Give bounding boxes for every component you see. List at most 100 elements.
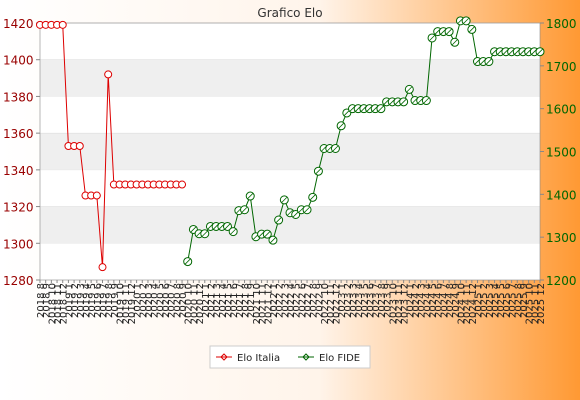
- x-tick-label: 2018 9: [42, 283, 53, 318]
- x-tick-label: 2020 8: [172, 283, 183, 318]
- x-tick-label: 2019 7: [99, 283, 110, 318]
- x-tick-label: 2021 12: [263, 283, 274, 324]
- x-tick-label: 2020 4: [150, 283, 161, 318]
- legend-box: [209, 345, 371, 369]
- x-tick-label: 2022 10: [320, 283, 331, 324]
- y-right-tick-label: 1700: [546, 60, 577, 74]
- point-elo-fide-mark: [378, 105, 384, 112]
- x-tick-label: 2025 10: [525, 283, 536, 324]
- point-elo-fide-mark: [281, 197, 288, 203]
- x-tick-label: 2020 9: [178, 283, 189, 318]
- x-tick-label: 2022 5: [292, 283, 303, 318]
- x-tick-label: 2019 6: [93, 283, 104, 318]
- point-elo-fide-mark: [315, 168, 322, 174]
- x-tick-label: 2024 3: [417, 283, 428, 318]
- point-elo-fide-mark: [344, 110, 350, 116]
- point-elo-fide-mark: [486, 58, 492, 65]
- x-tick-label: 2018 11: [53, 283, 64, 324]
- x-tick-label: 2023 1: [337, 283, 348, 318]
- point-elo-fide-mark: [292, 211, 299, 218]
- x-tick-label: 2018 10: [47, 283, 58, 324]
- point-elo-fide-mark: [537, 48, 543, 55]
- point-elo-fide-mark: [201, 230, 208, 237]
- point-elo-fide-mark: [184, 258, 191, 265]
- x-tick-label: 2019 4: [81, 283, 92, 318]
- legend-fide-label: Elo FIDE: [319, 353, 360, 364]
- y-left-tick-label: 1400: [3, 54, 34, 68]
- x-tick-label: 2021 1: [201, 283, 212, 318]
- x-tick-label: 2021 6: [229, 283, 240, 318]
- point-elo-italia: [58, 20, 67, 29]
- y-right-tick-label: 1600: [546, 103, 577, 117]
- x-tick-label: 2025 4: [491, 283, 502, 318]
- point-elo-italia: [98, 263, 107, 272]
- x-tick-label: 2019 1: [64, 283, 75, 318]
- point-elo-italia: [104, 70, 113, 79]
- x-tick-label: 2021 9: [246, 283, 257, 318]
- x-tick-label: 2023 8: [377, 283, 388, 318]
- x-tick-label: 2020 10: [184, 283, 195, 324]
- x-tick-label: 2018 8: [36, 283, 47, 318]
- x-tick-label: 2020 5: [155, 283, 166, 318]
- plot-area: 1280 1300 1320 1340 1360 1380 1400 1420 1200 1300…: [3, 16, 577, 288]
- y-right-tick-label: 1800: [546, 17, 577, 31]
- x-tick-label: 2018 12: [59, 283, 70, 324]
- x-tick-label: 2022 7: [303, 283, 314, 318]
- x-tick-label: 2024 2: [411, 283, 422, 318]
- x-tick-label: 2021 7: [235, 283, 246, 318]
- point-elo-fide-mark: [463, 18, 469, 24]
- y-left-tick-label: 1340: [3, 164, 34, 178]
- x-tick-label: 2025 1: [474, 283, 485, 318]
- point-elo-fide-mark: [287, 209, 293, 216]
- x-tick-label: 2022 1: [269, 283, 280, 318]
- point-elo-fide-mark: [338, 123, 344, 129]
- x-tick-label: 2020 2: [138, 283, 149, 318]
- x-tick-label: 2022 12: [331, 283, 342, 324]
- x-tick-label: 2024 12: [468, 283, 479, 324]
- point-elo-fide-mark: [429, 35, 435, 41]
- x-tick-label: 2023 6: [366, 283, 377, 318]
- x-tick-label: 2024 6: [434, 283, 445, 318]
- x-tick-label: 2022 9: [314, 283, 325, 318]
- point-elo-fide-mark: [469, 26, 475, 33]
- legend: Elo Italia Elo FIDE: [209, 345, 371, 369]
- legend-italia-label: Elo Italia: [237, 353, 280, 364]
- x-tick-label: 2023 4: [354, 283, 365, 318]
- x-tick-label: 2025 11: [530, 283, 541, 324]
- point-elo-fide-mark: [190, 226, 197, 233]
- x-tick-label: 2022 4: [286, 283, 297, 318]
- x-tick-label: 2019 2: [70, 283, 81, 318]
- x-tick-label: 2021 3: [212, 283, 223, 318]
- point-elo-fide-mark: [309, 194, 316, 201]
- x-tick-label: 2024 1: [405, 283, 416, 318]
- point-elo-fide-mark: [224, 223, 231, 230]
- x-tick-label: 2024 7: [439, 283, 450, 318]
- point-elo-fide-mark: [446, 28, 452, 35]
- x-tick-label: 2020 12: [195, 283, 206, 324]
- x-tick-label: 2024 9: [451, 283, 462, 318]
- x-tick-label: 2023 9: [383, 283, 394, 318]
- x-tick-label: 2020 11: [189, 283, 200, 324]
- x-tick-label: 2025 12: [536, 283, 547, 324]
- x-tick-label: 2022 11: [326, 283, 337, 324]
- y-right-tick-label: 1400: [546, 188, 577, 202]
- x-tick-label: 2021 2: [206, 283, 217, 318]
- y-right-tick-label: 1200: [546, 274, 577, 288]
- x-tick-label: 2021 8: [241, 283, 252, 318]
- x-tick-label: 2019 9: [110, 283, 121, 318]
- x-tick-label: 2025 6: [502, 283, 513, 318]
- x-tick-label: 2020 1: [133, 283, 144, 318]
- point-elo-fide-mark: [423, 97, 430, 104]
- x-tick-label: 2019 12: [127, 283, 138, 324]
- y-left-tick-label: 1380: [3, 90, 34, 104]
- y-left-tick-label: 1360: [3, 127, 34, 141]
- y-left-tick-label: 1320: [3, 201, 34, 215]
- legend-fide-marker: [302, 353, 310, 361]
- x-tick-label: 2022 3: [280, 283, 291, 318]
- x-tick-label: 2024 10: [456, 283, 467, 324]
- point-elo-fide-mark: [332, 145, 339, 152]
- x-tick-label: 2025 9: [519, 283, 530, 318]
- legend-italia-marker: [220, 353, 228, 361]
- point-elo-fide-mark: [400, 99, 407, 105]
- point-elo-italia: [75, 141, 84, 150]
